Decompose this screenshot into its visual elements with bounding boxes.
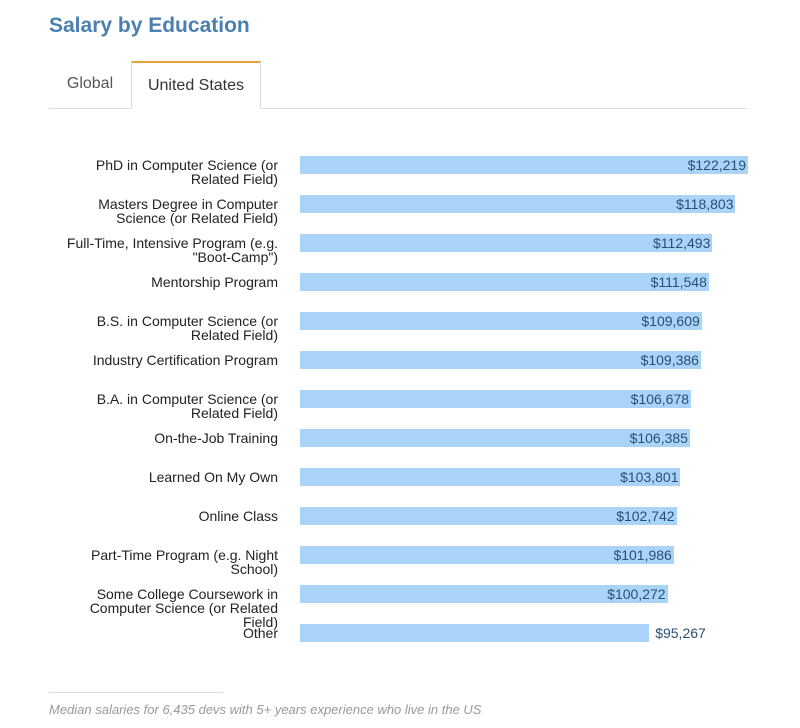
tab-global[interactable]: Global: [66, 75, 114, 92]
bar: [300, 195, 736, 213]
bar: [300, 273, 709, 291]
category-label-line: Some College Coursework in: [96, 586, 278, 602]
bar: [300, 312, 702, 330]
category-label: PhD in Computer Science (or Related Field…: [58, 158, 278, 186]
category-label: Some College Coursework in Computer Scien…: [58, 587, 278, 629]
category-label-line: Part-Time Program (e.g. Night: [91, 547, 278, 563]
category-label-line: Other: [242, 625, 278, 641]
bar: [300, 546, 674, 564]
footnote: Median salaries for 6,435 devs with 5+ y…: [49, 702, 482, 717]
page-title: Salary by Education: [49, 14, 250, 37]
bar: [300, 468, 681, 486]
tab-bar: Global United States: [49, 61, 747, 109]
bar: [300, 234, 713, 252]
bar: [300, 507, 677, 525]
category-label-line: "Boot-Camp"): [192, 249, 278, 265]
bar-value-label: $106,678: [630, 391, 690, 407]
category-label: Online Class: [58, 509, 278, 523]
footnote-divider: [49, 692, 223, 693]
bar: [300, 390, 692, 408]
category-label: B.A. in Computer Science (or Related Fiel…: [58, 392, 278, 420]
category-label-line: On-the-Job Training: [154, 430, 278, 446]
category-label: Masters Degree in Computer Science (or Re…: [58, 197, 278, 225]
bar-value-label: $103,801: [620, 469, 679, 485]
category-label-line: Related Field): [190, 171, 278, 187]
category-label-line: Learned On My Own: [148, 469, 278, 485]
bar-value-label: $101,986: [613, 547, 672, 563]
bar: [300, 624, 650, 642]
category-label-line: Field): [242, 614, 278, 630]
category-label-line: Full-Time, Intensive Program (e.g.: [66, 235, 278, 251]
bar: [300, 351, 701, 369]
bar-value-label: $111,548: [650, 274, 707, 290]
bar-value-label: $95,267: [655, 625, 706, 641]
category-label: Mentorship Program: [58, 275, 278, 289]
bar-value-label: $118,803: [676, 196, 734, 212]
category-label-line: Science (or Related Field): [116, 210, 278, 226]
bar: [300, 429, 690, 447]
category-label-line: B.S. in Computer Science (or: [96, 313, 278, 329]
bar-value-label: $112,493: [653, 235, 711, 251]
category-label-line: Industry Certification Program: [92, 352, 278, 368]
category-label: Industry Certification Program: [58, 353, 278, 367]
category-label: On-the-Job Training: [58, 431, 278, 445]
category-label-line: Online Class: [198, 508, 278, 524]
category-label-line: Mentorship Program: [151, 274, 278, 290]
tab-united-states[interactable]: United States: [131, 61, 261, 109]
bar-value-label: $102,742: [616, 508, 675, 524]
category-label-line: B.A. in Computer Science (or: [96, 391, 278, 407]
category-label: Part-Time Program (e.g. Night School): [58, 548, 278, 576]
bar-value-label: $109,386: [640, 352, 699, 368]
category-label-line: Computer Science (or Related: [89, 600, 278, 616]
bar: [300, 156, 748, 174]
category-label-line: School): [230, 561, 278, 577]
bar-value-label: $109,609: [641, 313, 700, 329]
category-label: Other: [58, 626, 278, 640]
category-label-line: Masters Degree in Computer: [98, 196, 278, 212]
bar-value-label: $100,272: [607, 586, 666, 602]
category-label: B.S. in Computer Science (or Related Fiel…: [58, 314, 278, 342]
salary-bar-chart: PhD in Computer Science (or Related Field…: [0, 140, 800, 660]
bar-value-label: $122,219: [687, 157, 746, 173]
category-label: Full-Time, Intensive Program (e.g. "Boot-…: [58, 236, 278, 264]
category-label: Learned On My Own: [58, 470, 278, 484]
bar-value-label: $106,385: [629, 430, 688, 446]
bar: [300, 585, 668, 603]
category-label-line: Related Field): [190, 327, 278, 343]
category-label-line: Related Field): [190, 405, 278, 421]
category-label-line: PhD in Computer Science (or: [95, 157, 278, 173]
